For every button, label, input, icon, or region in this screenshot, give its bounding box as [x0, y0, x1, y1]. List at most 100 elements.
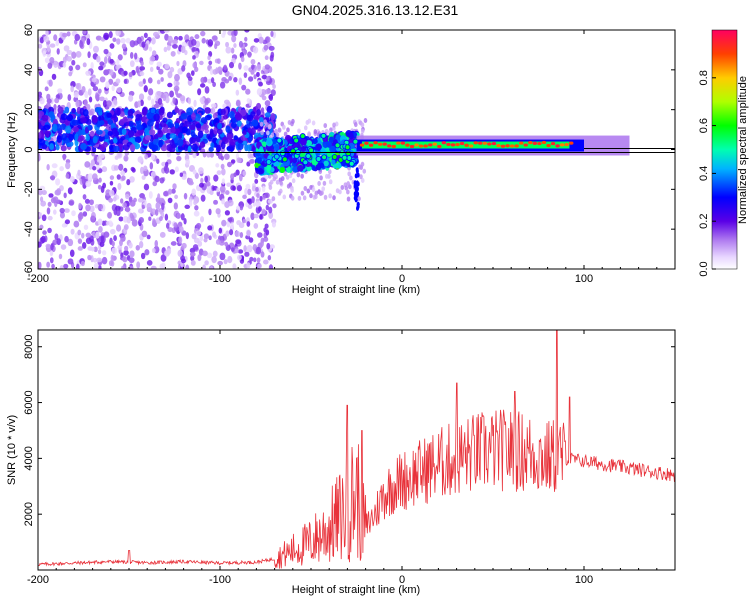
spectrogram-cell — [61, 133, 67, 141]
spectrogram-cell — [283, 171, 288, 177]
spectrogram-cell — [113, 137, 118, 144]
spectrogram-cell — [87, 88, 92, 96]
spectrogram-cell — [141, 175, 146, 180]
spectrogram-cell — [180, 45, 186, 54]
spectrogram-cell — [66, 56, 73, 62]
spectrogram-cell — [268, 184, 273, 190]
spectrogram-cell — [201, 37, 206, 44]
spectrogram-cell — [157, 98, 163, 105]
spectrogram-cell — [119, 239, 123, 247]
spectrogram-cell — [252, 244, 258, 252]
spectrogram-cell — [108, 144, 113, 151]
spectrogram-cell — [237, 249, 244, 254]
spectrogram-cell — [297, 128, 301, 134]
spectrogram-cell — [109, 58, 114, 64]
spectrogram-cell — [87, 110, 94, 116]
spectrogram-cell — [75, 64, 81, 71]
spectrogram-cell — [224, 241, 229, 247]
spectrogram-cell — [261, 185, 266, 193]
spectrogram-cell — [39, 196, 44, 203]
spectrogram-cell — [331, 159, 336, 165]
spectrogram-cell — [85, 70, 92, 76]
spectrogram-cell — [102, 141, 108, 148]
spectrogram-cell — [140, 60, 144, 67]
spectrogram-peak — [290, 148, 296, 155]
spectrogram-cell — [296, 172, 301, 178]
spectrogram-cell — [160, 254, 167, 262]
spectrogram-cell — [144, 249, 150, 256]
spectrogram-cell — [291, 178, 296, 184]
spectrogram-cell — [107, 130, 114, 136]
spectrogram-cell — [82, 30, 87, 35]
spectrogram-cell — [269, 54, 274, 62]
spectrogram-cell — [84, 161, 91, 168]
spectrogram-cell — [235, 99, 241, 107]
spectrogram-cell — [256, 102, 262, 110]
spectrogram-cell — [117, 54, 123, 61]
spectrogram-cell — [167, 197, 173, 204]
spectrogram-cell — [109, 175, 115, 180]
spectrogram-cell — [75, 51, 82, 58]
spectrogram-cell — [245, 88, 251, 95]
spectrogram-peak — [437, 144, 442, 149]
spectrogram-cell — [143, 32, 148, 39]
spectrogram-cell — [270, 112, 276, 121]
spectrogram-cell — [48, 111, 55, 118]
spectrogram-cell — [218, 227, 223, 234]
spectrogram-cell — [200, 117, 208, 124]
spectrogram-cell — [117, 245, 123, 250]
spectrogram-cell — [246, 114, 254, 122]
spectrogram-cell — [85, 237, 92, 245]
spectrogram-cell — [322, 180, 327, 186]
spectrogram-cell — [137, 197, 144, 203]
spectrogram-cell — [232, 263, 237, 269]
spectrogram-cell — [147, 95, 152, 101]
spectrogram-cell — [92, 165, 97, 171]
spectrogram-cell — [122, 256, 128, 263]
spectrogram-cell — [199, 83, 206, 88]
spectrogram-cell — [47, 62, 53, 69]
spectrogram-cell — [197, 254, 202, 262]
x-tick-label: 100 — [575, 273, 593, 285]
spectrogram-cell — [99, 61, 105, 66]
spectrogram-cell — [268, 93, 274, 102]
spectrogram-cell — [49, 43, 56, 48]
spectrogram-cell — [146, 234, 151, 240]
spectrogram-cell — [152, 181, 158, 187]
spectrogram-cell — [268, 206, 273, 214]
spectrogram-cell — [178, 236, 183, 244]
spectrogram-cell — [234, 230, 241, 237]
spectrogram-cell — [134, 136, 142, 143]
spectrogram-cell — [38, 153, 41, 161]
spectrogram-cell — [82, 211, 88, 217]
spectrogram-cell — [85, 204, 91, 212]
spectrogram-cell — [235, 112, 242, 121]
spectrogram-cell — [221, 168, 226, 176]
spectrogram-cell — [92, 86, 99, 92]
spectrogram-peak — [441, 141, 447, 145]
spectrogram-cell — [181, 126, 188, 134]
spectrogram-cell — [233, 30, 238, 37]
spectrogram-cell — [215, 238, 221, 245]
spectrogram-cell — [191, 188, 197, 196]
spectrogram-cell — [200, 77, 206, 84]
spectrogram-cell — [272, 203, 277, 209]
spectrogram-cell — [259, 195, 263, 202]
spectrogram-cell — [199, 60, 204, 66]
spectrogram-cell — [256, 71, 260, 78]
spectrogram-cell — [282, 124, 286, 130]
spectrogram-cell — [51, 73, 57, 80]
spectrogram-cell — [46, 164, 50, 171]
spectrogram-cell — [177, 131, 183, 139]
spectrogram-cell — [133, 197, 137, 203]
spectrogram-cell — [286, 183, 291, 189]
spectrogram-cell — [261, 208, 266, 215]
spectrogram-cell — [200, 194, 206, 202]
spectrogram-cell — [227, 134, 232, 141]
spectrogram-cell — [100, 235, 105, 243]
spectrogram-cell — [38, 43, 43, 49]
spectrogram-cell — [291, 157, 298, 164]
spectrogram-cell — [155, 121, 160, 130]
spectrogram-cell — [363, 117, 368, 123]
spectrogram-cell — [208, 208, 212, 216]
